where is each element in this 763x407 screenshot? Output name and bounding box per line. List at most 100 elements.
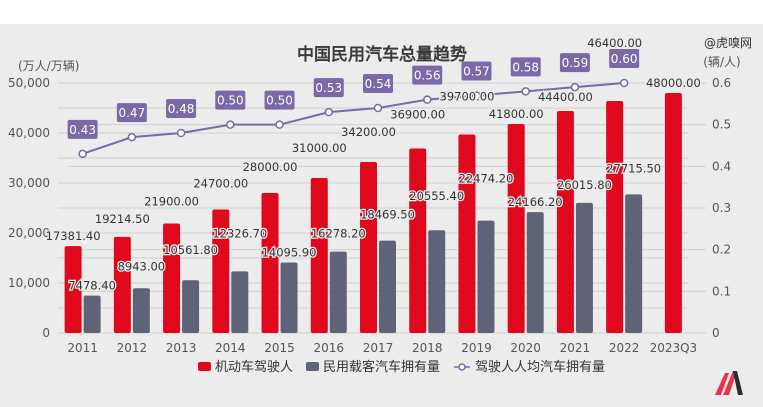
bar-vehicles [231, 271, 249, 333]
ratio-badge [510, 57, 541, 77]
x-tick-label: 2018 [412, 341, 443, 355]
bar-drivers [556, 111, 574, 333]
bar-drivers [163, 223, 181, 333]
legend: 机动车驾驶人 民用载客汽车拥有量 驾驶人人均汽车拥有量 [198, 359, 605, 375]
data-label-vehicles: 18469.50 [360, 208, 415, 222]
data-label-drivers: 19214.50 [95, 212, 150, 226]
ratio-badge-label: 0.50 [266, 94, 293, 108]
legend-item-vehicles[interactable]: 民用载客汽车拥有量 [306, 359, 440, 375]
data-label-drivers: 34200.00 [341, 125, 396, 139]
data-label-drivers: 28000.00 [243, 160, 298, 174]
bar-vehicles [83, 295, 101, 333]
ratio-badge [67, 119, 98, 139]
watermark: @虎嗅网 [704, 36, 752, 50]
y-left-tick-label: 50,000 [8, 76, 50, 90]
ratio-badge-label: 0.60 [611, 52, 638, 66]
data-label-drivers: 36900.00 [390, 108, 445, 122]
bar-vehicles [329, 251, 347, 333]
ratio-point [472, 91, 481, 100]
legend-swatch-drivers [198, 362, 211, 371]
data-label-vehicles: 12326.70 [212, 226, 267, 240]
y-left-tick-label: 20,000 [8, 226, 50, 240]
bar-vehicles [477, 220, 495, 333]
legend-label-ratio: 驾驶人人均汽车拥有量 [475, 359, 605, 375]
ratio-badge-label: 0.54 [365, 77, 392, 91]
y-right-tick-label: 0.1 [712, 284, 731, 298]
ratio-badge [313, 78, 344, 98]
data-label-vehicles: 22474.20 [459, 172, 514, 186]
y-right-tick-label: 0.6 [712, 76, 731, 90]
x-tick-label: 2016 [313, 341, 344, 355]
x-tick-label: 2023Q3 [650, 341, 698, 355]
data-label-drivers: 48000.00 [646, 76, 701, 90]
bar-drivers [409, 148, 427, 333]
ratio-point [619, 78, 629, 88]
ratio-line-path [82, 82, 625, 155]
x-tick-label: 2022 [609, 341, 640, 355]
legend-swatch-vehicles [306, 362, 319, 371]
data-label-vehicles: 14095.90 [262, 246, 317, 260]
bars [64, 93, 682, 333]
ratio-badge [264, 90, 295, 110]
x-tick-label: 2020 [510, 341, 541, 355]
x-tick-label: 2015 [264, 341, 295, 355]
bar-drivers [64, 246, 82, 333]
ratio-line: 0.43 0.47 0.48 0.50 0.50 0.53 0.54 0.56 0.57 0.58… [67, 49, 640, 159]
ratio-point [521, 87, 530, 96]
data-label-vehicles: 20555.40 [409, 189, 464, 203]
ratio-badge [559, 53, 590, 73]
data-label-vehicles: 24166.20 [508, 195, 563, 209]
bar-drivers [310, 178, 328, 333]
chart-title: 中国民用汽车总量趋势 [297, 44, 467, 65]
ratio-point [78, 149, 87, 159]
bar-vehicles [575, 202, 593, 333]
ratio-badge-label: 0.48 [168, 102, 195, 116]
bar-vehicles [182, 280, 200, 333]
data-label-drivers: 41800.00 [489, 107, 544, 121]
ratio-point [570, 82, 580, 92]
ratio-badge-label: 0.50 [217, 94, 244, 108]
y-left-tick-label: 40,000 [8, 126, 50, 140]
data-label-drivers: 24700.00 [193, 177, 248, 191]
x-tick-label: 2012 [117, 341, 148, 355]
legend-item-drivers[interactable]: 机动车驾驶人 [198, 359, 293, 375]
ratio-badge-label: 0.59 [562, 56, 589, 70]
bar-vehicles [379, 240, 396, 333]
ratio-point [176, 128, 186, 138]
y-left-axis: 0 10,000 20,000 30,000 40,000 50,000 [8, 76, 50, 340]
ratio-point [373, 103, 383, 113]
ratio-point [226, 120, 235, 129]
data-label-drivers: 17381.40 [46, 229, 101, 243]
x-tick-label: 2019 [461, 341, 492, 355]
legend-item-ratio[interactable]: 驾驶人人均汽车拥有量 [454, 359, 605, 375]
ratio-badge-label: 0.57 [463, 65, 490, 79]
x-tick-label: 2021 [560, 341, 591, 355]
bar-labels: 17381.40 19214.50 21900.00 24700.00 28000.00… [44, 35, 702, 294]
bar-vehicles [428, 230, 446, 333]
y-left-axis-label: (万人/万辆) [18, 59, 79, 73]
ratio-badge-label: 0.58 [512, 60, 539, 74]
data-label-drivers: 46400.00 [587, 36, 642, 50]
ratio-badge [215, 90, 246, 110]
bar-vehicles [280, 262, 298, 333]
ratio-badge [363, 74, 393, 93]
bar-drivers [458, 134, 476, 333]
y-right-tick-label: 0 [712, 326, 720, 340]
ratio-badge-label: 0.47 [118, 106, 145, 120]
bar-vehicles [526, 212, 544, 333]
legend-label-vehicles: 民用载客汽车拥有量 [323, 359, 440, 375]
x-tick-label: 2014 [215, 341, 246, 355]
ratio-badge-label: 0.43 [69, 123, 96, 137]
ratio-badge [412, 65, 443, 85]
bar-vehicles [625, 194, 643, 333]
data-label-vehicles: 27715.50 [606, 161, 661, 175]
y-left-tick-label: 10,000 [8, 276, 50, 290]
ratio-badge [166, 99, 197, 118]
bar-drivers [664, 93, 682, 333]
y-right-tick-label: 0.5 [712, 118, 731, 132]
legend-label-drivers: 机动车驾驶人 [215, 359, 293, 375]
bar-drivers [212, 209, 230, 333]
y-right-axis: 0 0.1 0.2 0.3 0.4 0.5 0.6 [712, 76, 731, 340]
m-logo-icon [715, 371, 743, 395]
